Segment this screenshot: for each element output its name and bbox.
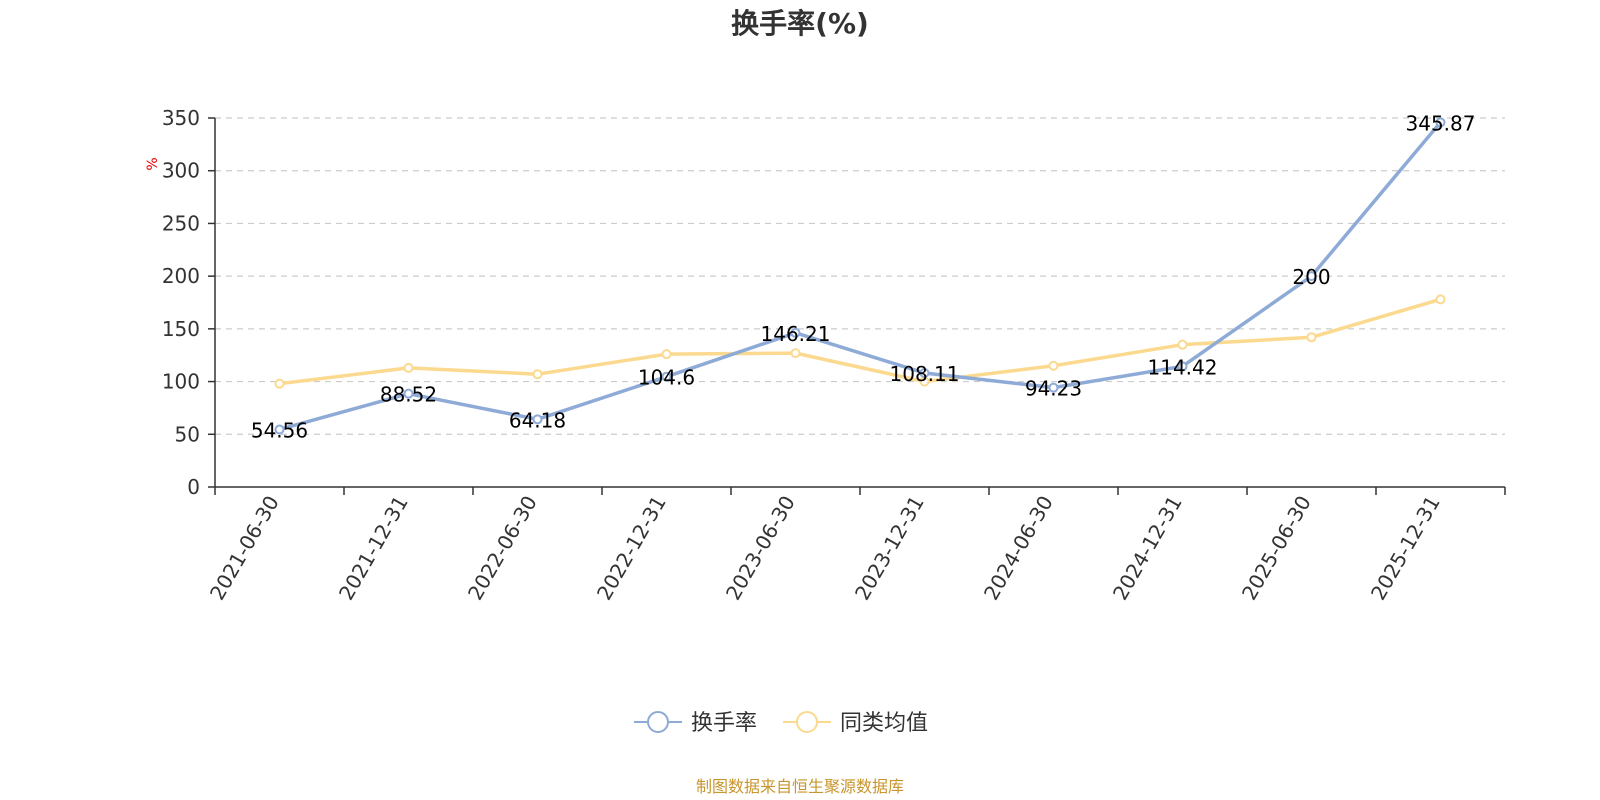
data-labels: 54.56 88.52 64.18 104.6 146.21 108.11 94.23 114… xyxy=(251,111,1476,442)
data-point-0[interactable] xyxy=(1048,382,1059,393)
data-point-0[interactable] xyxy=(274,424,285,435)
data-point-1[interactable] xyxy=(274,378,285,389)
x-tick-label: 2023-06-30 xyxy=(721,492,800,605)
series-line-1 xyxy=(279,297,1441,386)
x-tick-label: 2021-12-31 xyxy=(334,492,413,605)
y-tick-label: 150 xyxy=(162,317,200,341)
data-point-1[interactable] xyxy=(1435,294,1446,305)
series-line-0 xyxy=(279,121,1442,432)
legend-label-1[interactable]: 同类均值 xyxy=(840,711,928,736)
y-tick-label: 0 xyxy=(187,475,200,499)
legend[interactable]: 换手率 同类均值 xyxy=(634,711,928,736)
legend-label-0[interactable]: 换手率 xyxy=(691,711,757,736)
x-tick-label: 2023-12-31 xyxy=(850,492,929,605)
data-point-0[interactable] xyxy=(1306,271,1317,282)
legend-marker-0 xyxy=(647,711,669,733)
x-tick-label: 2024-12-31 xyxy=(1108,492,1187,605)
data-point-1[interactable] xyxy=(790,348,801,359)
y-tick-label: 250 xyxy=(162,211,200,235)
data-point-0[interactable] xyxy=(1435,117,1446,128)
data-point-0[interactable] xyxy=(403,388,414,399)
y-tick-label: 300 xyxy=(162,159,200,183)
data-point-0[interactable] xyxy=(661,371,672,382)
y-tick-label: 50 xyxy=(175,422,200,446)
data-label: 64.18 xyxy=(509,408,566,432)
y-tick-label: 350 xyxy=(162,106,200,130)
x-tick-label: 2024-06-30 xyxy=(979,492,1058,605)
y-tick-label: 200 xyxy=(162,264,200,288)
axes: 0 50 100 150 200 250 300 350 2021-06-30 2021-12-3… xyxy=(162,106,1506,605)
x-tick-label: 2025-12-31 xyxy=(1366,492,1445,605)
x-tick-label: 2021-06-30 xyxy=(205,492,284,605)
data-label: 345.87 xyxy=(1406,111,1476,135)
data-label: 108.11 xyxy=(890,362,960,386)
data-point-1[interactable] xyxy=(1048,360,1059,371)
data-label: 88.52 xyxy=(380,383,437,407)
y-tick-label: 100 xyxy=(162,370,200,394)
data-point-0[interactable] xyxy=(532,414,543,425)
data-label: 146.21 xyxy=(761,322,831,346)
data-point-0[interactable] xyxy=(1177,361,1188,372)
grid-lines xyxy=(215,117,1505,435)
legend-marker-1 xyxy=(796,711,818,733)
data-source-note: 制图数据来自恒生聚源数据库 xyxy=(696,777,904,796)
data-point-1[interactable] xyxy=(661,349,672,360)
x-tick-label: 2022-12-31 xyxy=(592,492,671,605)
data-label: 114.42 xyxy=(1148,355,1218,379)
data-point-0[interactable] xyxy=(919,368,930,379)
y-axis-unit-label: % xyxy=(145,157,161,170)
x-tick-label: 2025-06-30 xyxy=(1237,492,1316,605)
data-label: 54.56 xyxy=(251,418,308,442)
data-point-1[interactable] xyxy=(1306,332,1317,343)
data-label: 94.23 xyxy=(1025,377,1082,401)
data-point-1[interactable] xyxy=(403,362,414,373)
data-point-1[interactable] xyxy=(532,369,543,380)
x-tick-label: 2022-06-30 xyxy=(463,492,542,605)
data-point-1[interactable] xyxy=(1177,339,1188,350)
series-lines xyxy=(274,117,1446,435)
data-point-0[interactable] xyxy=(790,327,801,338)
data-label: 104.6 xyxy=(638,366,695,390)
data-label: 200 xyxy=(1292,265,1330,289)
chart-title: 换手率(%) xyxy=(731,7,869,40)
